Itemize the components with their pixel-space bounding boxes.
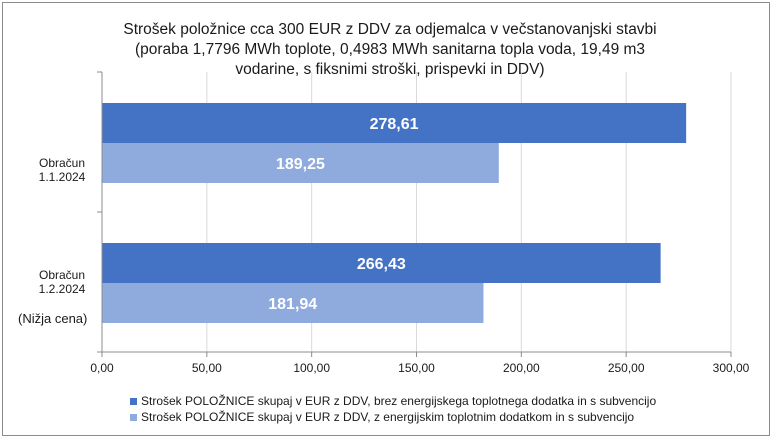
data-label-series-1-category-2: 266,43 <box>357 256 406 273</box>
x-tick-label-2: 100,00 <box>293 361 330 375</box>
x-tick-label-4: 200,00 <box>503 361 540 375</box>
data-label-series-2-category-2: 181,94 <box>268 296 317 313</box>
legend-item-1: Strošek POLOŽNICE skupaj v EUR z DDV, br… <box>130 393 656 409</box>
chart-title-line-1: Strošek položnice cca 300 EUR z DDV za o… <box>123 21 657 38</box>
category-label-2-line-2: 1.2.2024 <box>38 282 86 296</box>
data-label-series-2-category-1: 189,25 <box>276 156 325 173</box>
chart-legend: Strošek POLOŽNICE skupaj v EUR z DDV, br… <box>130 393 656 425</box>
legend-item-2: Strošek POLOŽNICE skupaj v EUR z DDV, z … <box>130 409 656 425</box>
chart-title: Strošek položnice cca 300 EUR z DDV za o… <box>60 20 720 80</box>
category-label-1-line-1: Obračun <box>38 156 86 170</box>
x-tick-label-5: 250,00 <box>608 361 645 375</box>
x-tick-label-0: 0,00 <box>90 361 114 375</box>
bar-series-1-category-1 <box>102 103 687 143</box>
chart-frame <box>2 2 770 436</box>
x-tick-label-1: 50,00 <box>192 361 222 375</box>
category-label-2-line-1: Obračun <box>38 268 86 282</box>
category-label-1: Obračun 1.1.2024 <box>22 156 102 184</box>
x-tick-label-3: 150,00 <box>398 361 435 375</box>
bar-series-2-category-1 <box>102 143 499 183</box>
category-label-1-line-2: 1.1.2024 <box>38 170 86 184</box>
legend-label-1: Strošek POLOŽNICE skupaj v EUR z DDV, br… <box>141 394 657 408</box>
legend-swatch-2 <box>130 413 137 421</box>
bar-series-2-category-2 <box>102 283 484 323</box>
data-label-series-1-category-1: 278,61 <box>370 116 419 133</box>
chart-title-line-2: (poraba 1,7796 MWh toplote, 0,4983 MWh s… <box>134 41 646 58</box>
category-label-2: Obračun 1.2.2024 <box>22 268 102 296</box>
bar-series-1-category-2 <box>102 243 661 283</box>
legend-label-2: Strošek POLOŽNICE skupaj v EUR z DDV, z … <box>141 410 635 424</box>
chart-title-line-3: vodarine, s fiksnimi stroški, prispevki … <box>235 61 545 78</box>
legend-swatch-1 <box>130 397 137 405</box>
category-note-lower-price: (Nižja cena) <box>18 311 88 326</box>
x-tick-label-6: 300,00 <box>713 361 750 375</box>
